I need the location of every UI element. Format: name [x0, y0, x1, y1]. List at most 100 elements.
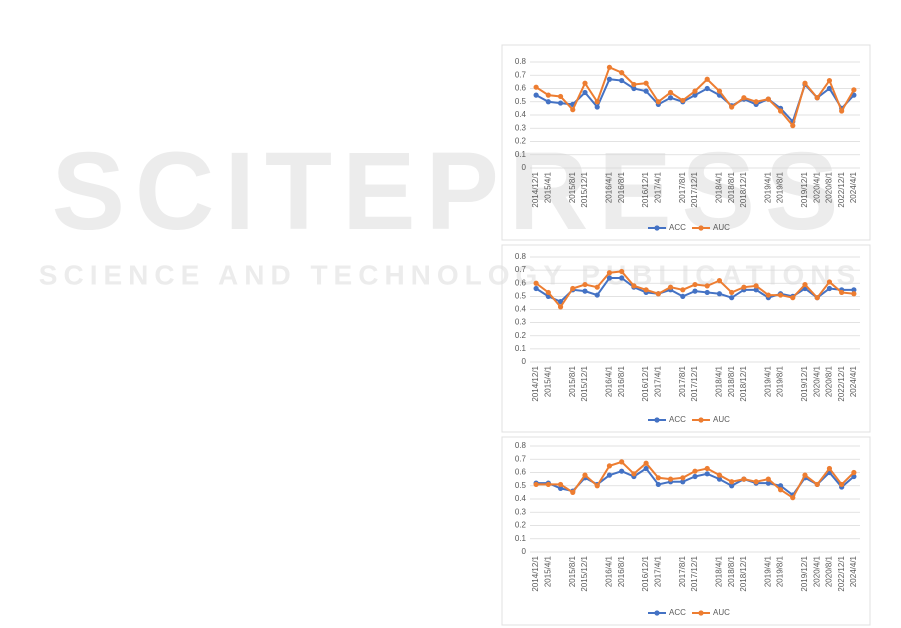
y-tick-label: 0.6 — [515, 278, 527, 287]
legend-label: ACC — [669, 223, 686, 232]
data-point — [765, 476, 771, 482]
data-point — [777, 483, 784, 489]
data-point — [704, 85, 710, 92]
data-point — [631, 471, 637, 477]
data-point — [570, 285, 576, 292]
x-tick-label: 2019/4/1 — [763, 555, 772, 587]
data-point — [814, 295, 820, 301]
data-point — [765, 480, 771, 486]
chart-frame — [501, 44, 871, 241]
y-tick-label: 0.4 — [515, 305, 527, 314]
x-tick-label: 2019/8/1 — [776, 555, 785, 587]
data-point — [643, 460, 649, 466]
x-tick-label: 2016/12/1 — [641, 555, 650, 591]
legend-marker — [654, 610, 660, 616]
data-point — [606, 463, 613, 469]
data-point — [606, 64, 613, 70]
data-point — [777, 487, 784, 493]
x-tick-label: 2019/4/1 — [763, 171, 772, 203]
data-point — [741, 284, 747, 290]
data-point — [716, 291, 723, 297]
data-point — [692, 92, 698, 98]
y-tick-label: 0.5 — [515, 291, 527, 300]
data-point — [826, 77, 833, 84]
data-point — [704, 471, 710, 477]
x-tick-label: 2015/8/1 — [568, 555, 577, 587]
y-tick-label: 0 — [522, 163, 527, 172]
x-tick-label: 2019/8/1 — [776, 171, 785, 203]
data-point — [692, 288, 698, 294]
y-tick-label: 0.3 — [515, 507, 527, 516]
data-point — [814, 481, 820, 488]
data-point — [667, 284, 674, 290]
x-tick-label: 2016/8/1 — [617, 555, 626, 587]
data-point — [557, 93, 564, 100]
data-point — [802, 80, 808, 86]
y-tick-label: 0.5 — [515, 97, 527, 106]
data-point — [631, 85, 637, 92]
x-tick-label: 2017/8/1 — [678, 171, 687, 203]
y-tick-label: 0.8 — [515, 252, 527, 261]
x-tick-label: 2015/12/1 — [580, 171, 589, 207]
data-point — [692, 473, 698, 480]
data-point — [533, 84, 539, 90]
data-point — [545, 92, 551, 98]
data-point — [533, 92, 539, 98]
chart-frame — [501, 436, 871, 626]
y-tick-label: 0.8 — [515, 57, 527, 66]
data-point — [704, 76, 710, 82]
y-tick-label: 0.4 — [515, 494, 527, 503]
data-point — [619, 268, 625, 275]
data-point — [802, 281, 808, 288]
y-tick-label: 0.1 — [515, 150, 527, 159]
data-point — [557, 481, 564, 488]
data-point — [570, 489, 576, 495]
data-point — [545, 481, 551, 488]
data-point — [606, 76, 613, 82]
data-point — [680, 287, 686, 293]
y-tick-label: 0.8 — [515, 441, 527, 450]
data-point — [692, 468, 698, 474]
data-point — [765, 292, 771, 298]
data-point — [716, 472, 723, 478]
chart: 0 0.1 0.2 0.3 0.4 0.5 0.6 0.7 0.8 2014/12/1 2015/4… — [501, 436, 871, 626]
data-point — [619, 275, 625, 281]
chart-frame — [501, 244, 871, 433]
data-point — [631, 81, 637, 88]
data-point — [839, 289, 845, 296]
data-point — [606, 275, 613, 281]
data-point — [765, 96, 771, 102]
data-point — [582, 472, 588, 478]
y-tick-label: 0.1 — [515, 344, 527, 353]
x-tick-label: 2016/8/1 — [617, 365, 626, 397]
x-tick-label: 2017/12/1 — [690, 171, 699, 207]
data-point — [826, 279, 833, 285]
data-point — [839, 481, 845, 488]
data-point — [692, 281, 698, 288]
data-point — [826, 465, 833, 472]
x-tick-label: 2017/4/1 — [653, 365, 662, 397]
data-point — [802, 472, 808, 478]
x-tick-label: 2015/4/1 — [543, 365, 552, 397]
data-point — [753, 99, 759, 105]
data-point — [582, 80, 588, 86]
data-point — [704, 465, 710, 472]
y-tick-label: 0.2 — [515, 137, 527, 146]
data-point — [851, 287, 857, 293]
data-point — [594, 104, 600, 110]
legend-label: ACC — [669, 415, 686, 424]
x-tick-label: 2016/4/1 — [605, 365, 614, 397]
data-point — [680, 475, 686, 481]
x-tick-label: 2019/12/1 — [800, 555, 809, 591]
data-point — [741, 95, 747, 101]
data-point — [729, 104, 735, 110]
data-point — [692, 88, 698, 94]
data-point — [680, 293, 686, 299]
x-tick-label: 2020/8/1 — [825, 555, 834, 587]
x-tick-label: 2015/8/1 — [568, 365, 577, 397]
legend-marker — [654, 417, 660, 423]
data-point — [777, 108, 784, 114]
x-tick-label: 2022/12/1 — [837, 555, 846, 591]
